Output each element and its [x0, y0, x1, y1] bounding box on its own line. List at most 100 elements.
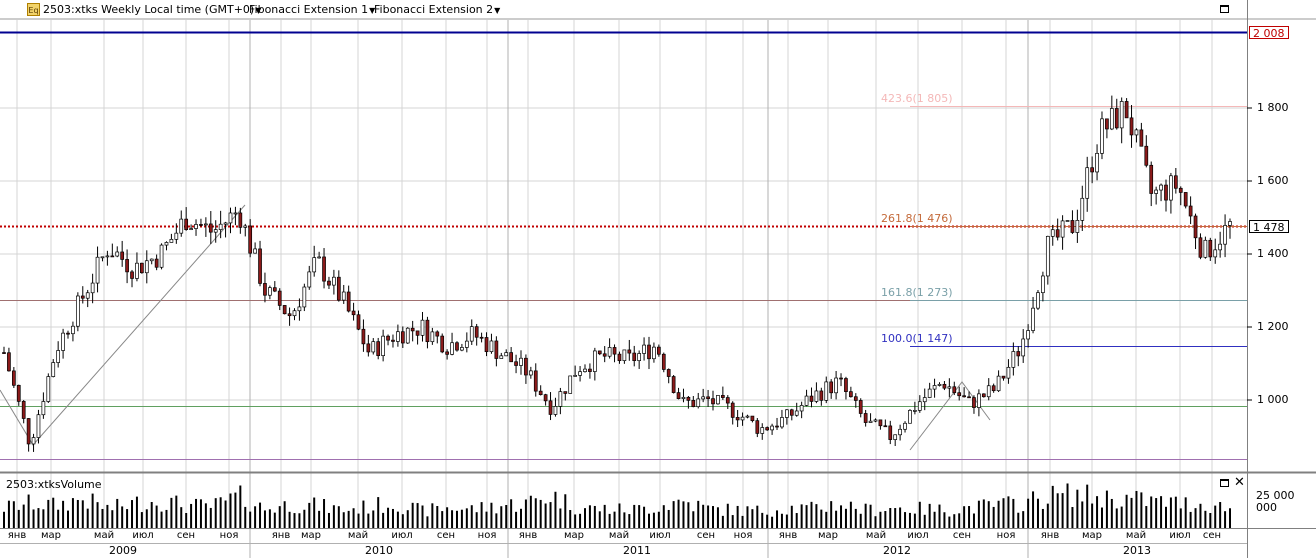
indicator-fib1-dropdown[interactable]: Fibonacci Extension 1▼: [249, 1, 375, 19]
candle-body: [750, 415, 755, 422]
close-icon[interactable]: ✕: [1234, 475, 1245, 490]
candle-body: [661, 353, 666, 370]
fib-level-label: 423.6(1 805): [881, 92, 953, 106]
candle-body: [844, 378, 848, 392]
candle-body: [100, 256, 105, 259]
candle-body: [1188, 205, 1193, 217]
candle-body: [647, 344, 651, 360]
candle-body: [1109, 108, 1114, 130]
candle-body: [809, 395, 814, 402]
candle-body: [464, 340, 469, 348]
candle-body: [824, 381, 829, 401]
candle-body: [947, 386, 952, 389]
candle-body: [243, 225, 248, 228]
candle-body: [253, 248, 257, 254]
candle-body: [1228, 221, 1232, 226]
candle-body: [1208, 239, 1213, 258]
year-tick-label: 2009: [109, 544, 137, 557]
candle-body: [913, 410, 917, 412]
candle-body: [853, 396, 858, 401]
candle-body: [858, 400, 863, 414]
candle-body: [873, 419, 878, 422]
candle-body: [1193, 215, 1198, 239]
candle-body: [307, 271, 312, 288]
candle-body: [770, 425, 774, 431]
candle-body: [263, 283, 267, 296]
candle-body: [632, 352, 637, 362]
volume-panel-title: 2503:xtksVolume: [6, 478, 102, 491]
candle-body: [1139, 129, 1144, 147]
candle-body: [878, 419, 883, 427]
candle-body: [302, 286, 307, 308]
candle-body: [981, 393, 986, 398]
candle-body: [1006, 366, 1011, 379]
month-tick-label: июл: [1169, 530, 1191, 541]
candle-body: [56, 350, 61, 363]
month-tick-label: мар: [817, 530, 839, 541]
maximize-icon[interactable]: [1220, 5, 1229, 13]
candle-body: [888, 425, 893, 440]
candle-body: [538, 390, 543, 396]
candle-body: [474, 326, 479, 338]
candle-body: [1021, 338, 1026, 357]
candle-body: [71, 325, 75, 335]
candle-body: [61, 332, 65, 351]
candle-body: [282, 305, 287, 315]
candle-body: [711, 398, 715, 405]
candle-body: [1198, 237, 1203, 258]
candle-body: [829, 381, 834, 394]
candle-body: [204, 223, 208, 226]
candle-body: [144, 260, 149, 274]
candle-body: [519, 357, 523, 366]
fib-level-label: 100.0(1 147): [881, 332, 953, 346]
maximize-volume-icon[interactable]: [1220, 479, 1229, 487]
price-axis-tick: 1 400: [1257, 247, 1289, 260]
candle-body: [883, 425, 888, 428]
candle-body: [1223, 225, 1227, 245]
candle-body: [583, 368, 587, 373]
candle-body: [706, 396, 710, 400]
candle-body: [1178, 187, 1183, 193]
candle-body: [607, 347, 612, 357]
candle-body: [322, 256, 326, 282]
candle-body: [794, 410, 799, 416]
candle-body: [957, 392, 962, 397]
candle-body: [637, 353, 642, 362]
candle-body: [996, 375, 1001, 392]
candle-body: [430, 331, 435, 343]
candle-body: [445, 351, 449, 355]
candle-body: [991, 385, 996, 392]
candle-body: [849, 391, 853, 398]
candle-body: [740, 416, 745, 421]
instrument-icon[interactable]: Eq: [27, 3, 40, 16]
candle-body: [952, 386, 957, 394]
candle-body: [341, 291, 346, 301]
candle-body: [184, 218, 189, 230]
candle-body: [361, 328, 366, 345]
candle-body: [169, 238, 174, 243]
candle-body: [208, 223, 213, 233]
candle-body: [484, 337, 489, 353]
candle-body: [1124, 101, 1129, 119]
candle-body: [351, 310, 356, 316]
candle-body: [819, 390, 824, 401]
candle-body: [233, 212, 238, 215]
month-tick-label: ноя: [996, 530, 1016, 541]
candle-body: [1183, 192, 1188, 207]
candle-body: [514, 361, 518, 366]
candle-body: [450, 342, 454, 355]
candle-body: [893, 434, 898, 440]
symbol-dropdown[interactable]: 2503:xtks Weekly Local time (GMT+0)▼: [43, 1, 261, 19]
candle-body: [533, 370, 538, 392]
chevron-down-icon: ▼: [494, 6, 501, 15]
candle-body: [16, 384, 21, 402]
candle-body: [499, 355, 504, 359]
indicator-fib2-dropdown[interactable]: Fibonacci Extension 2▼: [374, 1, 500, 19]
fib-level-label: 261.8(1 476): [881, 212, 953, 226]
candle-body: [563, 391, 568, 394]
candle-body: [691, 400, 696, 408]
symbol-title: 2503:xtks Weekly Local time (GMT+0): [43, 3, 255, 16]
month-tick-label: июл: [132, 530, 154, 541]
candle-body: [524, 357, 528, 376]
candle-body: [1129, 117, 1134, 136]
